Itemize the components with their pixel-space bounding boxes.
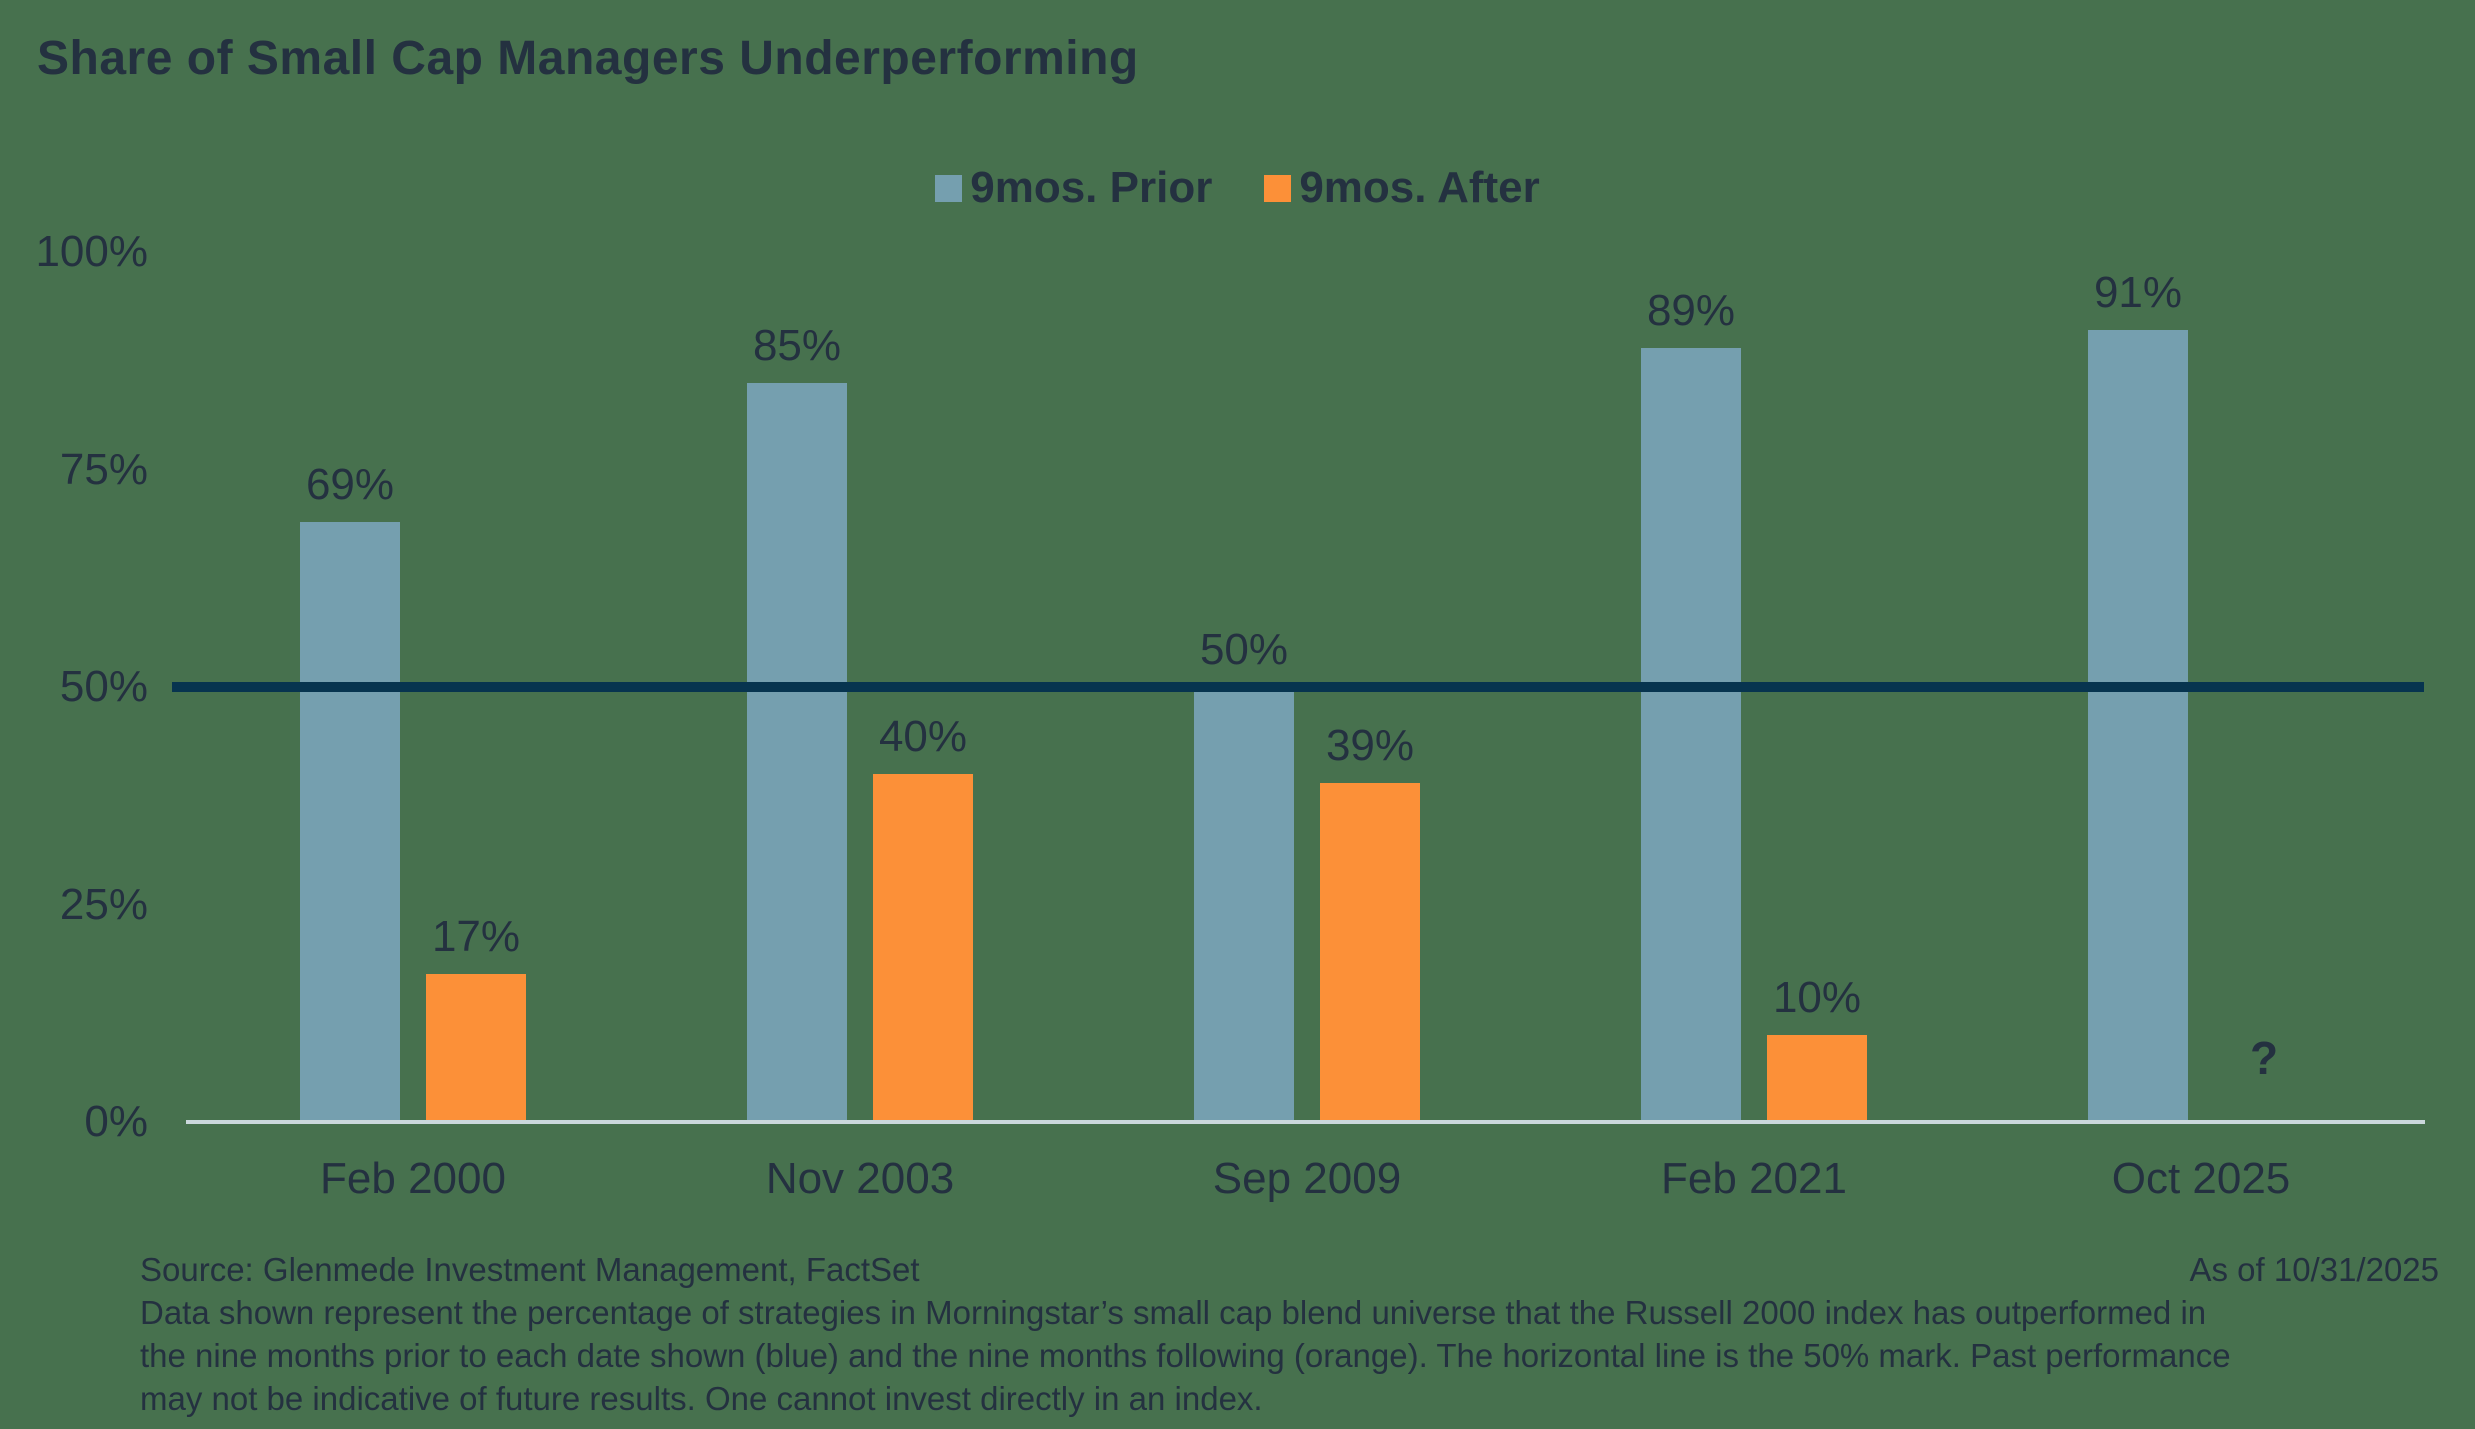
bar-9mos-after-feb-2000 [426, 974, 526, 1122]
source-text: Source: Glenmede Investment Management, … [140, 1251, 920, 1288]
value-label-9mos-prior-feb-2000: 69% [305, 459, 395, 509]
x-label-oct-2025: Oct 2025 [2111, 1154, 2291, 1203]
x-label-feb-2021: Feb 2021 [1661, 1154, 1847, 1203]
bar-9mos-prior-feb-2000 [300, 521, 400, 1122]
bar-9mos-prior-feb-2021 [1641, 347, 1741, 1122]
bar-9mos-after-sep-2009 [1320, 782, 1420, 1122]
y-tick-50: 50% [59, 662, 148, 711]
disclosure-text: Data shown represent the percentage of s… [140, 1294, 2231, 1417]
legend: 9mos. Prior 9mos. After [0, 160, 2475, 216]
value-label-9mos-prior-feb-2021: 89% [1646, 285, 1736, 335]
legend-item-prior: 9mos. Prior [935, 163, 1212, 213]
legend-swatch-prior-icon [935, 174, 963, 202]
value-label-9mos-after-sep-2009: 39% [1325, 720, 1415, 770]
bar-9mos-after-feb-2021 [1767, 1035, 1867, 1122]
y-tick-25: 25% [59, 879, 148, 929]
legend-item-after: 9mos. After [1264, 163, 1540, 213]
x-label-feb-2000: Feb 2000 [320, 1154, 506, 1203]
x-axis-line [186, 1120, 2425, 1124]
legend-swatch-after-icon [1264, 174, 1292, 202]
bar-9mos-after-nov-2003 [873, 774, 973, 1122]
page-title: Share of Small Cap Managers Underperform… [37, 32, 1139, 85]
value-label-9mos-after-nov-2003: 40% [878, 712, 968, 761]
value-label-9mos-after-feb-2000: 17% [431, 912, 521, 962]
value-label-9mos-prior-oct-2025: 91% [2093, 268, 2183, 318]
as-of-date: As of 10/31/2025 [2189, 1251, 2439, 1288]
unknown-marker-oct-2025: ? [2249, 1032, 2279, 1084]
x-label-nov-2003: Nov 2003 [765, 1154, 955, 1203]
bar-9mos-prior-oct-2025 [2088, 330, 2188, 1122]
value-label-9mos-prior-sep-2009: 50% [1199, 625, 1289, 674]
reference-line [172, 682, 2424, 692]
y-tick-100: 100% [35, 227, 148, 276]
value-label-9mos-prior-nov-2003: 85% [752, 320, 842, 370]
legend-label-after: 9mos. After [1299, 163, 1540, 212]
x-label-sep-2009: Sep 2009 [1212, 1154, 1402, 1203]
y-tick-75: 75% [59, 444, 148, 494]
legend-label-prior: 9mos. Prior [970, 163, 1213, 212]
value-label-9mos-after-feb-2021: 10% [1772, 973, 1862, 1022]
bar-9mos-prior-sep-2009 [1194, 687, 1294, 1122]
y-tick-0: 0% [84, 1097, 148, 1146]
bar-9mos-prior-nov-2003 [747, 382, 847, 1122]
footer-source-row: Source: Glenmede Investment Management, … [140, 1248, 2439, 1291]
